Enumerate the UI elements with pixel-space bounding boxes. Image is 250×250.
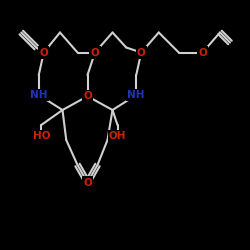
- Text: NH: NH: [30, 90, 48, 100]
- Text: NH: NH: [128, 90, 145, 100]
- Text: O: O: [83, 178, 92, 188]
- Text: O: O: [90, 48, 100, 58]
- Text: O: O: [83, 91, 92, 101]
- Text: O: O: [40, 48, 48, 58]
- Text: HO: HO: [32, 131, 50, 141]
- Text: O: O: [198, 48, 207, 58]
- Text: OH: OH: [109, 131, 126, 141]
- Text: O: O: [137, 48, 145, 58]
